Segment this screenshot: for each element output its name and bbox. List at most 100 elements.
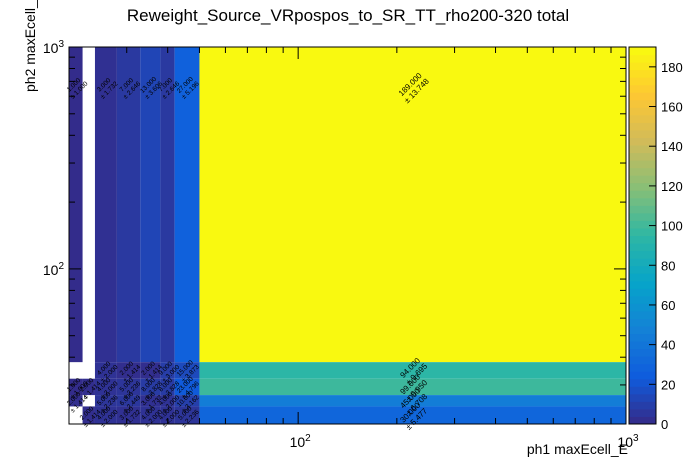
palette-step	[629, 250, 656, 259]
palette-step	[629, 295, 656, 304]
heatmap-cell	[69, 395, 83, 407]
palette-step	[629, 99, 656, 108]
palette-step	[629, 333, 656, 342]
palette-tick-label: 120	[661, 179, 683, 194]
heatmap-cell	[160, 395, 175, 407]
x-tick-label: 103	[617, 433, 639, 450]
palette-step	[629, 92, 656, 101]
heatmap-cell	[199, 406, 626, 424]
heatmap-cells	[69, 47, 626, 424]
axes: 102 103 102 103	[43, 39, 639, 450]
palette-step	[629, 386, 656, 395]
palette-step	[629, 182, 656, 191]
palette-step	[629, 325, 656, 335]
y-tick-label: 102	[43, 261, 65, 278]
palette-step	[629, 145, 656, 154]
palette-step	[629, 303, 656, 312]
palette-step	[629, 84, 656, 93]
palette-step	[629, 190, 656, 199]
palette-step	[629, 107, 656, 116]
heatmap-cell	[82, 378, 95, 396]
palette-step	[629, 137, 656, 146]
palette-step	[629, 310, 656, 319]
palette-step	[629, 205, 656, 214]
palette-step	[629, 160, 656, 169]
palette-step	[629, 356, 656, 365]
heatmap-cell	[94, 395, 117, 407]
heatmap-cell	[116, 47, 141, 363]
palette-step	[629, 54, 656, 63]
heatmap-cell	[69, 47, 83, 363]
heatmap-cell	[140, 47, 161, 363]
palette-step	[629, 69, 656, 78]
heatmap-cell	[140, 362, 161, 379]
palette-tick-label: 0	[661, 417, 668, 432]
palette-tick-label: 40	[661, 338, 675, 353]
palette-step	[629, 175, 656, 184]
palette-step	[629, 220, 656, 229]
palette-step	[629, 265, 656, 274]
heatmap-cell	[160, 378, 175, 396]
heatmap-cell	[160, 406, 175, 424]
heatmap-cell	[116, 378, 141, 396]
plot-frame	[68, 46, 627, 425]
palette-step	[629, 122, 656, 131]
palette-step	[629, 197, 656, 206]
y-tick-label: 103	[43, 39, 65, 56]
heatmap-cell	[94, 47, 117, 363]
palette-tick-label: 100	[661, 219, 683, 234]
palette-step	[629, 341, 656, 350]
cell-annotation: 1.000± 1.000	[66, 77, 90, 101]
y-axis-label: ph2 maxEcell_E	[22, 0, 38, 92]
chart-title: Reweight_Source_VRpospos_to_SR_TT_rho200…	[126, 6, 570, 25]
cell-labels: 1.000± 1.000 3.000± 1.732 7.000± 2.64613.0…	[66, 71, 431, 432]
palette-step	[629, 401, 656, 410]
palette-step	[629, 408, 656, 417]
palette-step	[629, 348, 656, 357]
heatmap-cell	[199, 378, 626, 396]
palette-tick-label: 180	[661, 60, 683, 75]
heatmap-cell	[94, 362, 117, 379]
heatmap-cell	[160, 47, 175, 363]
palette-step	[629, 114, 656, 123]
heatmap-cell	[116, 395, 141, 407]
palette-step	[629, 258, 656, 267]
palette-tick-label: 140	[661, 139, 683, 154]
heatmap-cell	[116, 362, 141, 379]
palette-step	[629, 371, 656, 380]
palette-step	[629, 243, 656, 252]
heatmap-cell	[140, 395, 161, 407]
palette-step	[629, 152, 656, 161]
palette-step	[629, 318, 656, 327]
palette-step	[629, 363, 656, 372]
heatmap-cell	[199, 47, 626, 363]
palette-step	[629, 167, 656, 176]
palette-step	[629, 280, 656, 289]
palette-step	[629, 273, 656, 282]
heatmap-cell	[160, 362, 175, 379]
heatmap-cell	[174, 395, 200, 407]
palette-step	[629, 378, 656, 387]
palette-step	[629, 77, 656, 86]
palette-step	[629, 235, 656, 244]
palette-tick-label: 20	[661, 377, 675, 392]
palette-step	[629, 416, 656, 425]
palette-tick-label: 80	[661, 258, 675, 273]
heatmap-cell	[174, 47, 200, 363]
heatmap-cell	[174, 362, 200, 379]
heatmap-cell	[174, 378, 200, 396]
palette-tick-label: 160	[661, 100, 683, 115]
heatmap-cell	[94, 378, 117, 396]
palette-step	[629, 47, 656, 56]
palette-frame	[628, 46, 657, 425]
color-palette: 0 20 40 60 80 100 120 140 160 180	[628, 46, 683, 432]
heatmap-cell	[82, 406, 95, 424]
heatmap-cell	[140, 406, 161, 424]
palette-step	[629, 393, 656, 402]
heatmap-cell	[116, 406, 141, 424]
heatmap-cell	[199, 395, 626, 407]
heatmap-cell	[140, 378, 161, 396]
palette-step	[629, 227, 656, 236]
heatmap-cell	[69, 378, 83, 396]
